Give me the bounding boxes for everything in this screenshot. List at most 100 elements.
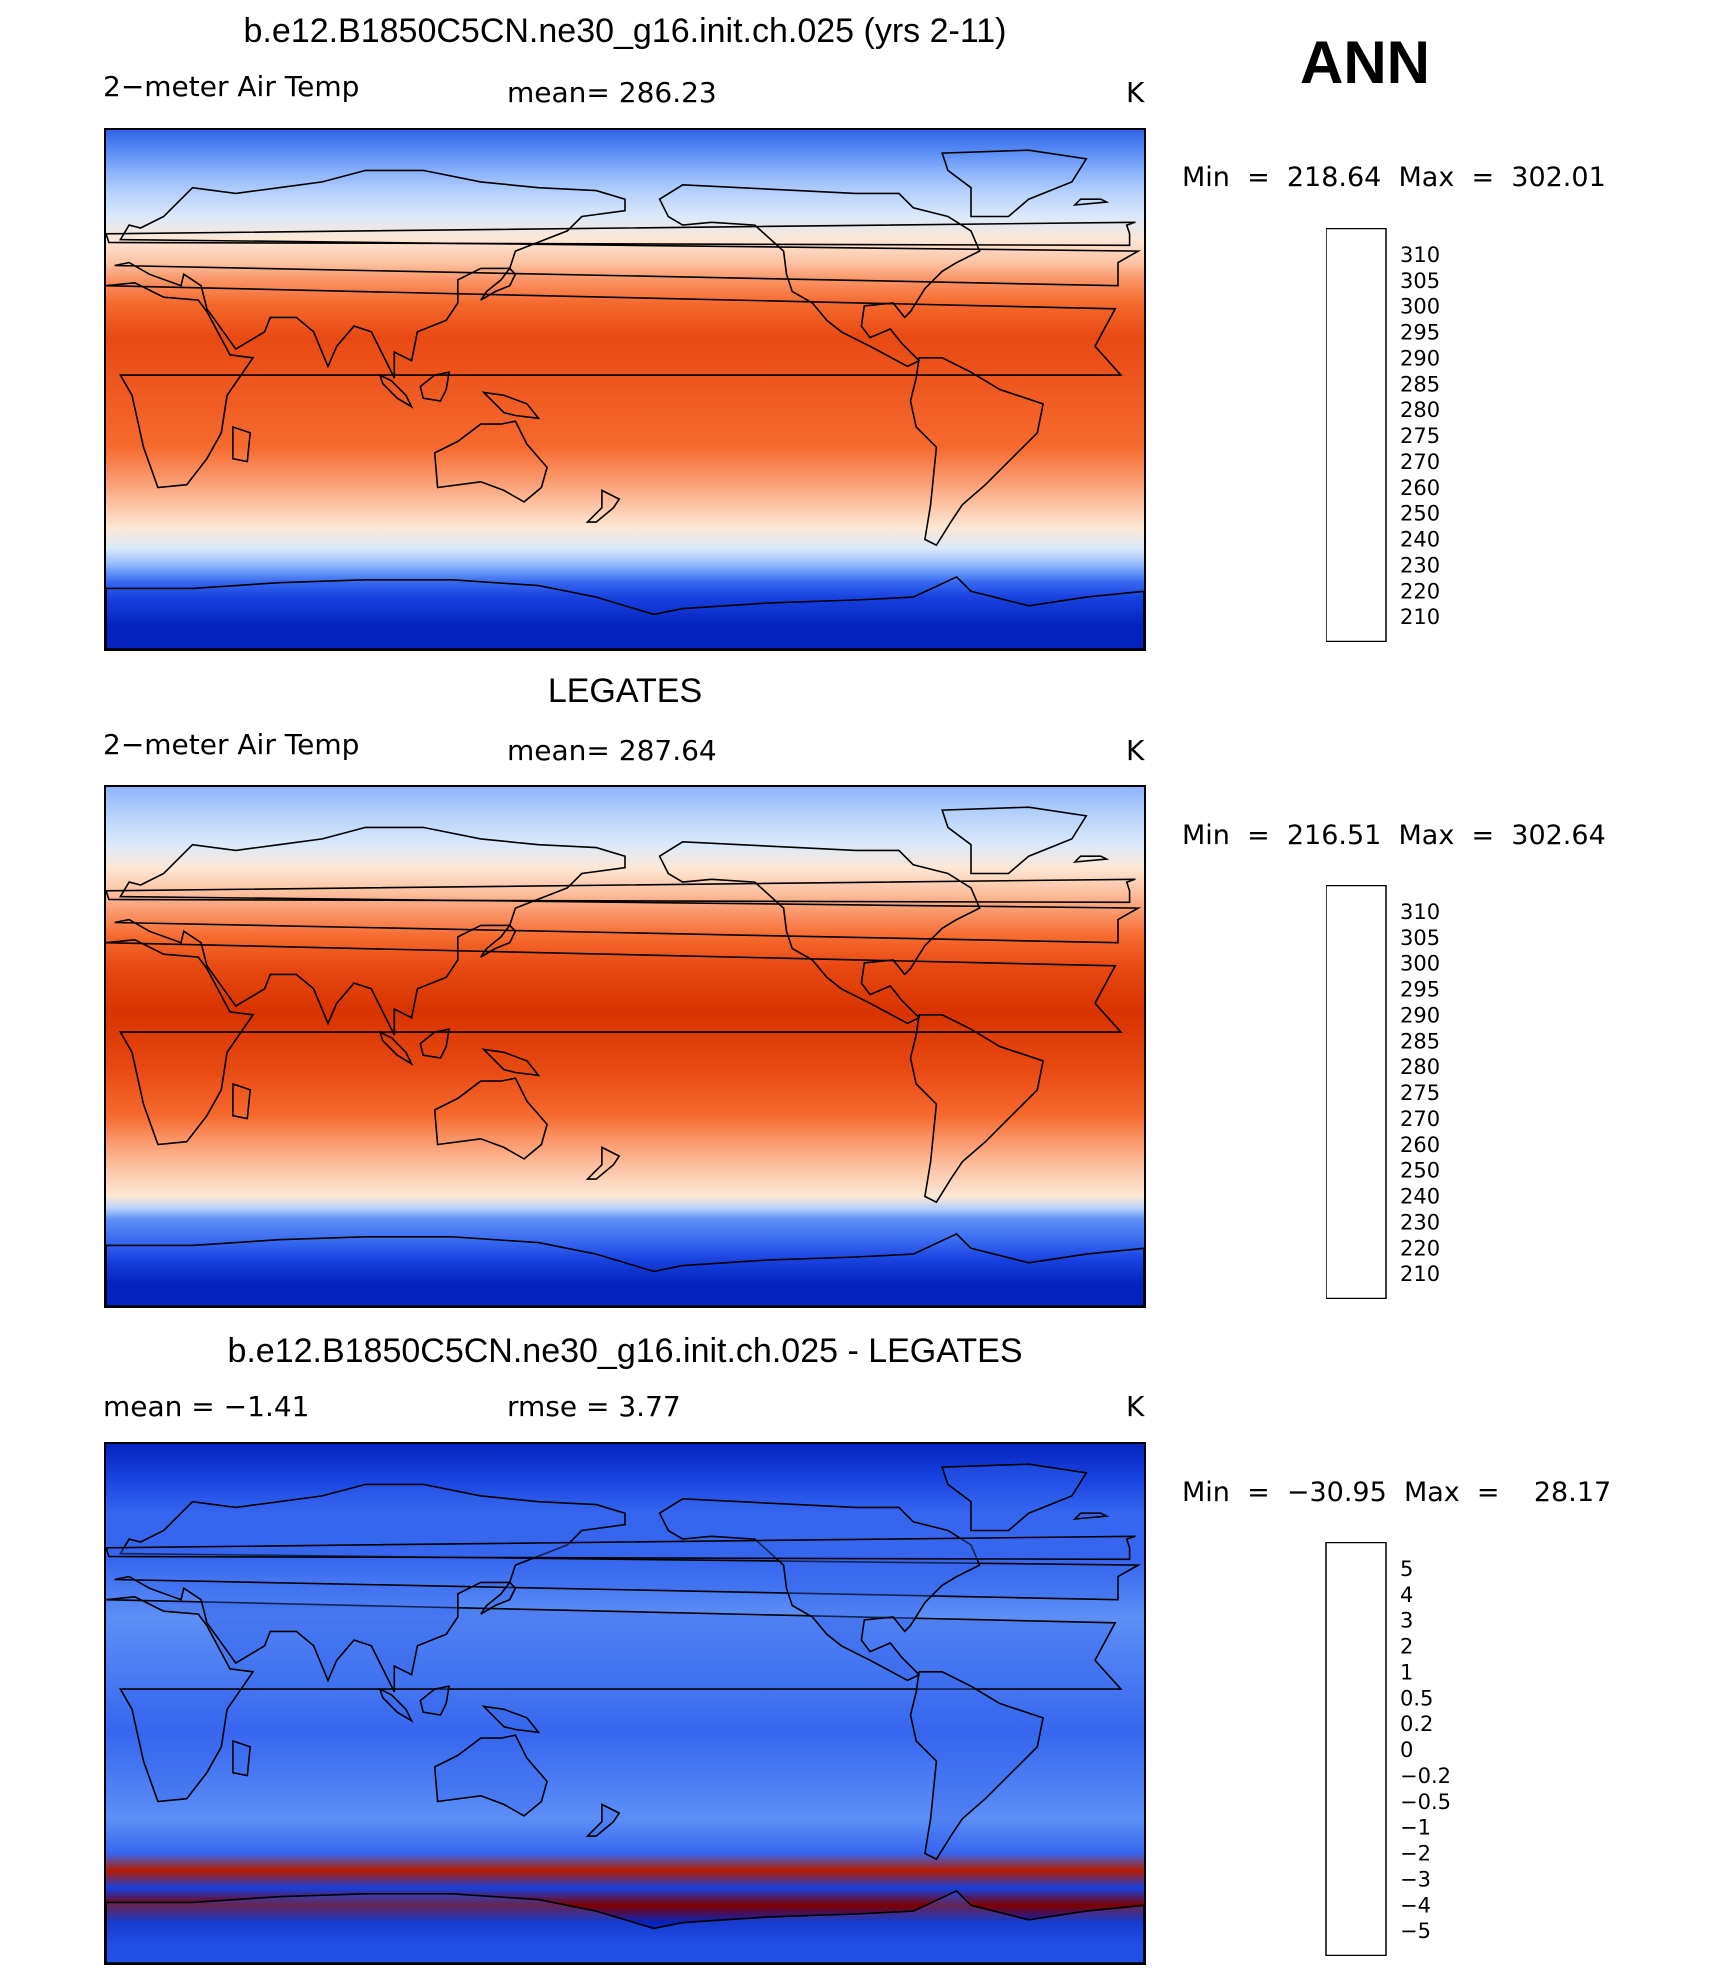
- panel-title-model: b.e12.B1850C5CN.ne30_g16.init.ch.025 (yr…: [243, 12, 1007, 50]
- colorbar-diff: 5 4 3 2 1 0.5 0.2 0 −0.2 −0.5 −1 −2 −3 −4 −5: [1320, 1541, 1526, 1957]
- colorbar-tick-label: 310: [1400, 900, 1440, 924]
- colorbar-tick-label: 1: [1400, 1660, 1413, 1684]
- coastline-japan: [480, 1581, 517, 1615]
- coastline-borneo: [419, 1028, 451, 1059]
- colorbar-tick-label: 230: [1400, 1210, 1440, 1234]
- coastline-samerica: [909, 1014, 1045, 1204]
- coastline-greenland: [941, 1463, 1088, 1532]
- colorbar-tick-label: 0.2: [1400, 1712, 1433, 1736]
- minmax-obs: Min = 216.51 Max = 302.64: [1182, 820, 1606, 851]
- panel-units-label-obs: K: [1126, 734, 1145, 767]
- colorbar-tick-label: 2: [1400, 1635, 1413, 1659]
- colorbar-tick-label: 210: [1400, 1262, 1440, 1286]
- colorbar-tick-label: −1: [1400, 1816, 1431, 1840]
- map-diff: [104, 1442, 1146, 1965]
- coastline-antarctica: [106, 1232, 1144, 1306]
- coastline-australia: [433, 420, 548, 503]
- coastline-sumatra: [378, 1687, 414, 1723]
- colorbar-tick-label: 260: [1400, 476, 1440, 500]
- coastline-newguinea: [481, 1048, 541, 1077]
- coastline-namerica: [658, 840, 981, 1025]
- panel-rmse-label-diff: rmse = 3.77: [507, 1390, 681, 1423]
- coastline-greenland: [941, 806, 1088, 875]
- coastline-eurasia: [114, 169, 1142, 379]
- colorbar-tick-label: 305: [1400, 926, 1440, 950]
- coastline-eurasia: [114, 1483, 1142, 1693]
- colorbar-tick-label: −4: [1400, 1893, 1431, 1917]
- colorbar-tick-label: 305: [1400, 269, 1440, 293]
- colorbar-tick-label: 270: [1400, 1107, 1440, 1131]
- colorbar-tick-label: 230: [1400, 553, 1440, 577]
- coastline-sumatra: [378, 1030, 414, 1066]
- colorbar-tick-label: 290: [1400, 346, 1440, 370]
- colorbar-tick-label: 0: [1400, 1738, 1413, 1762]
- coastline-borneo: [419, 1685, 451, 1716]
- colorbar-tick-label: 285: [1400, 1029, 1440, 1053]
- panel-mean-label-diff: mean = −1.41: [103, 1390, 310, 1423]
- coastline-uk: [106, 221, 1136, 247]
- colorbar-tick-label: 4: [1400, 1583, 1413, 1607]
- coastline-antarctica: [106, 1889, 1144, 1963]
- coastline-samerica: [909, 357, 1045, 547]
- colorbar-obs: 310 305 300 295 290 285 280 275 270 260 250 240 230 2…: [1325, 884, 1526, 1300]
- colorbar-tick-label: 300: [1400, 295, 1440, 319]
- coastline-namerica: [658, 1497, 981, 1682]
- panel-units-label-model: K: [1126, 76, 1145, 109]
- colorbar-tick-label: 270: [1400, 450, 1440, 474]
- colorbar-tick-label: −3: [1400, 1867, 1431, 1891]
- colorbar-tick-label: 310: [1400, 243, 1440, 267]
- coastline-eurasia: [114, 826, 1142, 1036]
- coastline-africa: [106, 281, 1123, 489]
- coastline-greenland: [941, 149, 1088, 218]
- panel-units-label-diff: K: [1126, 1390, 1145, 1423]
- coastline-australia: [433, 1077, 548, 1160]
- coastline-japan: [480, 924, 517, 958]
- coastline-japan: [480, 267, 517, 301]
- panel-mean-label-model: mean= 286.23: [507, 76, 717, 109]
- coastline-madagascar: [232, 1082, 252, 1120]
- colorbar-tick-label: 285: [1400, 372, 1440, 396]
- coastline-antarctica: [106, 575, 1144, 649]
- map-obs: [104, 785, 1146, 1308]
- coastline-africa: [106, 938, 1123, 1146]
- coastline-newguinea: [481, 391, 541, 420]
- coastline-nz: [585, 1146, 621, 1180]
- colorbar-tick-label: 280: [1400, 398, 1440, 422]
- panel-title-diff: b.e12.B1850C5CN.ne30_g16.init.ch.025 - L…: [227, 1332, 1023, 1370]
- colorbar-tick-label: 300: [1400, 952, 1440, 976]
- coastlines: [106, 1463, 1144, 1963]
- colorbar-tick-label: 250: [1400, 502, 1440, 526]
- coastline-samerica: [909, 1671, 1045, 1861]
- coastline-iceland: [1072, 198, 1110, 206]
- colorbar-tick-label: 260: [1400, 1133, 1440, 1157]
- coastline-uk: [106, 878, 1136, 904]
- minmax-model: Min = 218.64 Max = 302.01: [1182, 162, 1606, 193]
- colorbar-tick-label: 240: [1400, 1185, 1440, 1209]
- map-model: [104, 128, 1146, 651]
- colorbar-tick-label: 220: [1400, 1236, 1440, 1260]
- colorbar-tick-label: −2: [1400, 1842, 1431, 1866]
- coastline-nz: [585, 489, 621, 523]
- panel-left-label-obs: 2−meter Air Temp: [103, 728, 360, 761]
- colorbar-tick-label: 275: [1400, 424, 1440, 448]
- coastline-sumatra: [378, 373, 414, 409]
- colorbar-tick-label: 295: [1400, 978, 1440, 1002]
- colorbar-tick-label: 250: [1400, 1159, 1440, 1183]
- coastline-australia: [433, 1734, 548, 1817]
- coastline-madagascar: [232, 425, 252, 463]
- colorbar-tick-label: −5: [1400, 1919, 1431, 1943]
- colorbar-tick-label: 275: [1400, 1081, 1440, 1105]
- colorbar-tick-label: −0.5: [1400, 1790, 1451, 1814]
- minmax-diff: Min = −30.95 Max = 28.17: [1182, 1477, 1612, 1508]
- colorbar-tick-label: 220: [1400, 579, 1440, 603]
- panel-mean-label-obs: mean= 287.64: [507, 734, 717, 767]
- coastline-borneo: [419, 371, 451, 402]
- colorbar-tick-label: 0.5: [1400, 1686, 1433, 1710]
- panel-left-label-model: 2−meter Air Temp: [103, 70, 360, 103]
- colorbar-tick-label: 5: [1400, 1557, 1413, 1581]
- coastlines: [106, 806, 1144, 1306]
- coastline-madagascar: [232, 1739, 252, 1777]
- coastline-iceland: [1072, 855, 1110, 863]
- coastline-namerica: [658, 183, 981, 368]
- colorbar-tick-label: 295: [1400, 321, 1440, 345]
